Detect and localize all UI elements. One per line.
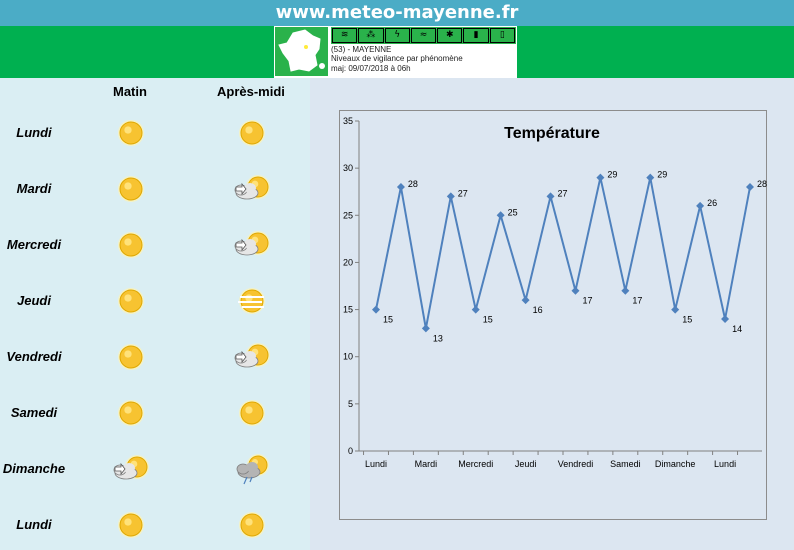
storm-icon: ϟ xyxy=(384,28,410,43)
x-tick-label: Dimanche xyxy=(655,459,696,469)
day-label: Dimanche xyxy=(2,461,66,476)
data-point xyxy=(446,192,455,201)
x-tick-label: Lundi xyxy=(714,459,736,469)
data-label: 13 xyxy=(433,333,443,343)
chart-title: Température xyxy=(504,125,600,142)
data-point xyxy=(746,183,754,191)
y-tick-label: 25 xyxy=(343,210,353,220)
snow-ice-icon: ✱ xyxy=(437,28,463,43)
data-point xyxy=(571,286,580,295)
x-tick-label: Mercredi xyxy=(458,459,493,469)
day-label: Lundi xyxy=(16,125,52,140)
day-label: Lundi xyxy=(16,517,52,532)
temperature-chart: 0 5 10 15 20 25 30 35 Lundi Mardi Mercredi Jeudi Ven… xyxy=(339,110,767,520)
x-tick-label: Lundi xyxy=(365,459,387,469)
data-point xyxy=(596,173,605,182)
data-point xyxy=(421,324,430,333)
weather-sun-icon xyxy=(113,397,149,429)
x-tick-label: Vendredi xyxy=(558,459,594,469)
chart-svg: 0 5 10 15 20 25 30 35 Lundi Mardi Mercredi Jeudi Ven… xyxy=(343,116,767,469)
day-label: Samedi xyxy=(10,405,58,420)
day-label: Jeudi xyxy=(17,293,51,308)
vigilance-update: maj: 09/07/2018 à 06h xyxy=(331,64,411,73)
data-label: 28 xyxy=(757,179,767,189)
data-label: 16 xyxy=(533,305,543,315)
data-point xyxy=(721,315,730,323)
weather-sun-icon xyxy=(113,509,149,541)
weather-sun-icon xyxy=(234,509,270,541)
x-tick-label: Mardi xyxy=(415,459,438,469)
data-label: 15 xyxy=(682,315,692,325)
y-tick-label: 10 xyxy=(343,352,353,362)
data-label: 27 xyxy=(458,188,468,198)
site-title[interactable]: www.meteo-mayenne.fr xyxy=(275,2,519,23)
y-tick-label: 0 xyxy=(348,446,353,456)
weather-sun-haze-icon xyxy=(234,285,270,317)
weather-sun-icon xyxy=(113,229,149,261)
data-point xyxy=(546,192,555,201)
weather-sun-icon xyxy=(113,341,149,373)
data-label: 26 xyxy=(707,198,717,208)
site-header: www.meteo-mayenne.fr xyxy=(0,0,794,26)
vigilance-subtitle: Niveaux de vigilance par phénomène xyxy=(331,54,463,63)
y-tick-label: 5 xyxy=(348,399,353,409)
day-label: Vendredi xyxy=(6,349,62,364)
weather-sun-icon xyxy=(234,397,270,429)
flood-icon: ≈ xyxy=(410,28,437,43)
data-point xyxy=(696,201,705,210)
data-point xyxy=(496,211,505,220)
weather-sun-icon xyxy=(234,117,270,149)
data-label: 29 xyxy=(657,170,667,180)
data-label: 27 xyxy=(558,188,568,198)
temperature-series-line xyxy=(375,177,751,329)
y-tick-label: 35 xyxy=(343,116,353,126)
vigilance-icons: ≋ ⁂ ϟ ≈ ✱ ▮ ▯ xyxy=(331,27,516,44)
column-header-morning: Matin xyxy=(113,84,147,99)
data-label: 15 xyxy=(483,315,493,325)
data-point xyxy=(396,183,405,191)
data-point xyxy=(646,173,655,182)
data-label: 28 xyxy=(408,179,418,189)
y-tick-label: 30 xyxy=(343,163,353,173)
weather-sun-cloud-icon xyxy=(234,341,270,373)
weather-sun-icon xyxy=(113,117,149,149)
data-label: 15 xyxy=(383,315,393,325)
cold-icon: ▯ xyxy=(489,28,515,43)
data-label: 17 xyxy=(632,296,642,306)
data-point xyxy=(471,305,480,314)
data-point xyxy=(372,305,380,314)
vigilance-widget[interactable]: ≋ ⁂ ϟ ≈ ✱ ▮ ▯ (53) - MAYENNE Niveaux de … xyxy=(274,26,517,78)
data-label: 29 xyxy=(607,170,617,180)
data-label: 14 xyxy=(732,324,742,334)
weather-sun-icon xyxy=(113,285,149,317)
vigilance-dept: (53) - MAYENNE xyxy=(331,45,392,54)
x-tick-label: Samedi xyxy=(610,459,641,469)
weather-sun-cloud-icon xyxy=(113,453,149,485)
heat-icon: ▮ xyxy=(463,28,489,43)
data-point xyxy=(521,296,530,305)
data-label: 17 xyxy=(582,296,592,306)
weather-sun-icon xyxy=(113,173,149,205)
france-map-icon xyxy=(275,27,328,76)
data-point xyxy=(621,286,630,295)
weather-sun-cloud-icon xyxy=(234,173,270,205)
data-label: 25 xyxy=(508,207,518,217)
y-tick-label: 20 xyxy=(343,257,353,267)
weather-sun-cloud-icon xyxy=(234,229,270,261)
day-label: Mercredi xyxy=(6,237,62,252)
rain-flood-icon: ⁂ xyxy=(358,28,384,43)
day-label: Mardi xyxy=(16,181,52,196)
column-header-afternoon: Après-midi xyxy=(217,84,285,99)
wind-icon: ≋ xyxy=(332,28,358,43)
data-point xyxy=(671,305,680,314)
weather-storm-cloud-icon xyxy=(234,453,270,485)
y-tick-label: 15 xyxy=(343,305,353,315)
x-tick-label: Jeudi xyxy=(515,459,537,469)
